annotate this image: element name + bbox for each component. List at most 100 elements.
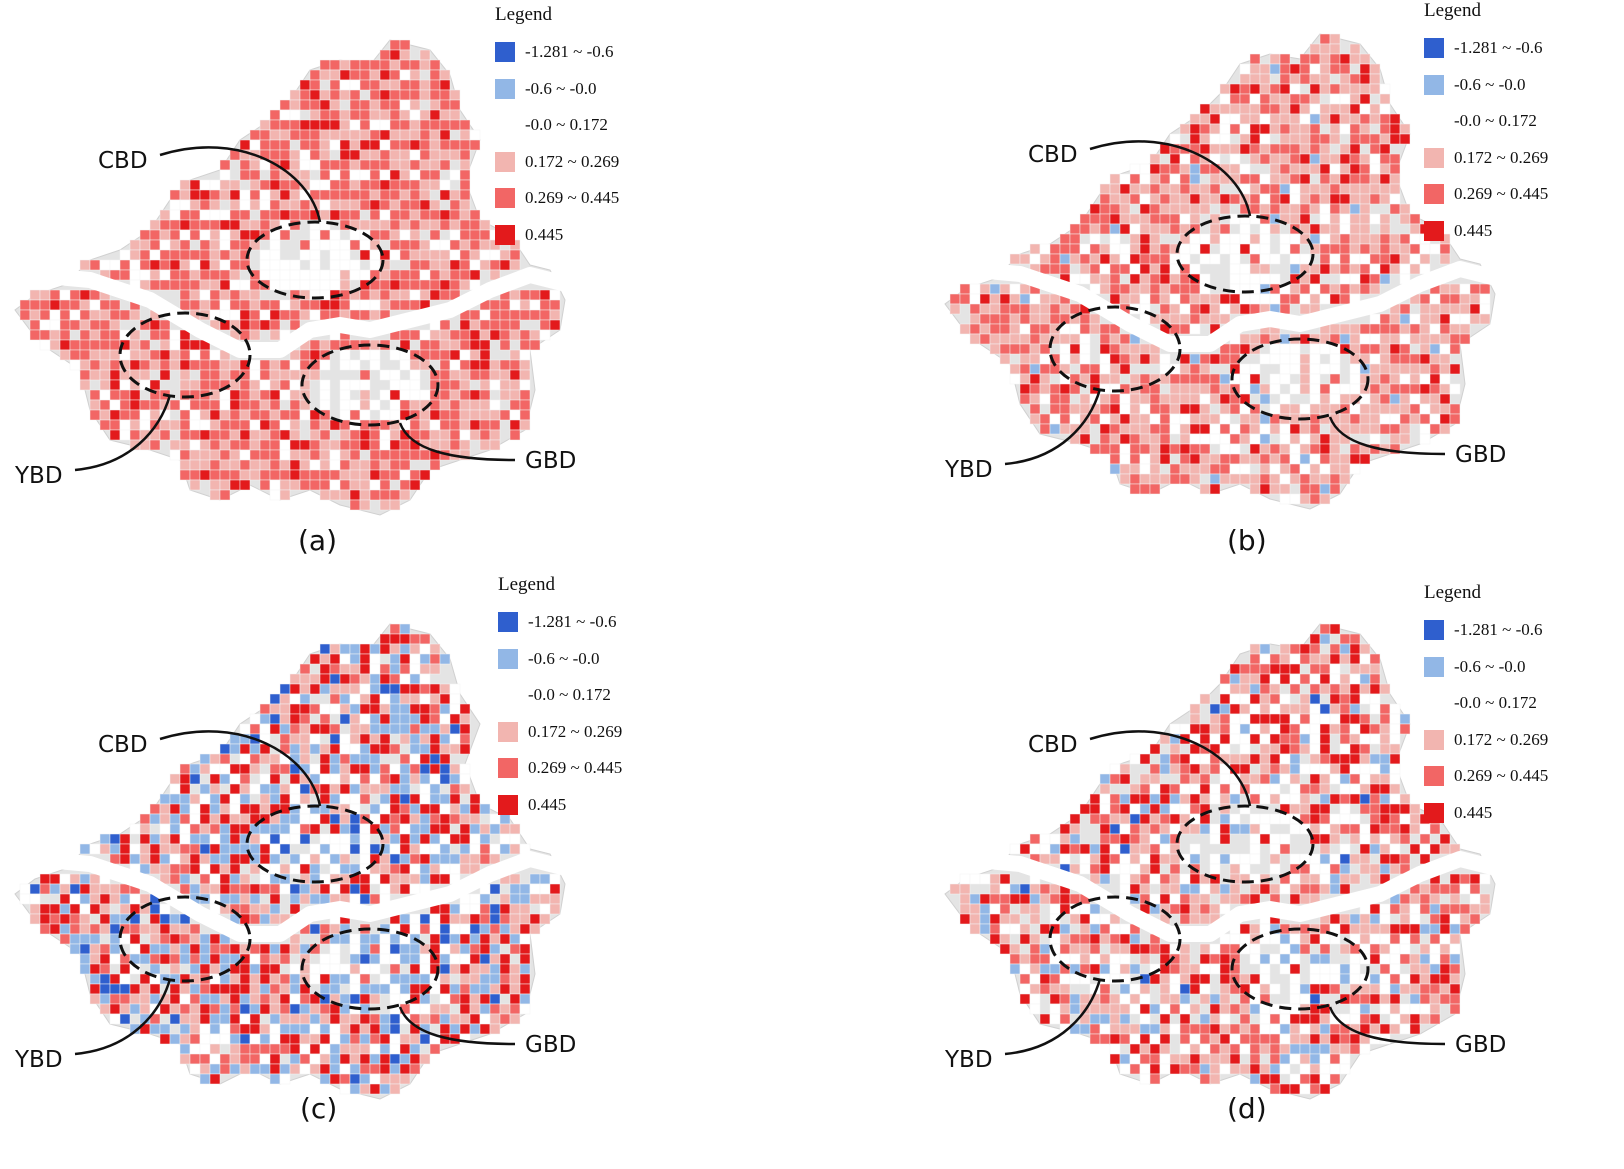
grid-cell [1359, 763, 1371, 775]
grid-cell [1389, 833, 1401, 845]
cbd-boundary [1175, 214, 1315, 294]
grid-cell [259, 449, 271, 461]
grid-cell [489, 429, 501, 441]
grid-cell [129, 823, 141, 835]
grid-cell [1169, 473, 1181, 485]
grid-cell [1369, 213, 1381, 225]
grid-cell [319, 189, 331, 201]
grid-cell [159, 239, 171, 251]
grid-cell [229, 279, 241, 291]
grid-cell [1039, 413, 1051, 425]
grid-cell [389, 159, 401, 171]
grid-cell [1309, 493, 1321, 505]
grid-cell [1049, 843, 1061, 855]
grid-cell [329, 813, 341, 825]
grid-cell [359, 499, 371, 511]
grid-cell [1229, 253, 1241, 265]
grid-cell [349, 833, 361, 845]
grid-cell [1299, 733, 1311, 745]
grid-cell [29, 893, 41, 905]
grid-cell [1039, 313, 1051, 325]
grid-cell [1099, 783, 1111, 795]
grid-cell [1129, 863, 1141, 875]
grid-cell [109, 369, 121, 381]
grid-cell [249, 1013, 261, 1025]
grid-cell [429, 723, 441, 735]
grid-cell [1399, 243, 1411, 255]
grid-cell [519, 893, 531, 905]
grid-cell [79, 379, 91, 391]
grid-cell [1339, 163, 1351, 175]
grid-cell [1119, 983, 1131, 995]
grid-cell [1379, 353, 1391, 365]
grid-cell [429, 459, 441, 471]
grid-cell [1279, 753, 1291, 765]
grid-cell [339, 259, 351, 271]
grid-cell [169, 269, 181, 281]
grid-cell [519, 399, 531, 411]
grid-cell [1029, 983, 1041, 995]
grid-cell [1119, 463, 1131, 475]
grid-cell [1329, 483, 1341, 495]
grid-cell [1429, 903, 1441, 915]
grid-cell [339, 399, 351, 411]
grid-cell [1149, 463, 1161, 475]
grid-cell [269, 693, 281, 705]
grid-cell [1329, 853, 1341, 865]
grid-cell [1079, 273, 1091, 285]
grid-cell [369, 713, 381, 725]
grid-cell [1329, 753, 1341, 765]
grid-cell [419, 89, 431, 101]
grid-cell [1039, 853, 1051, 865]
grid-cell [1349, 973, 1361, 985]
grid-cell [389, 943, 401, 955]
grid-cell [1269, 463, 1281, 475]
grid-cell [1339, 673, 1351, 685]
grid-cell [339, 773, 351, 785]
grid-cell [349, 773, 361, 785]
grid-cell [239, 459, 251, 471]
grid-cell [349, 893, 361, 905]
grid-cell [269, 763, 281, 775]
grid-cell [1389, 963, 1401, 975]
grid-cell [259, 953, 271, 965]
grid-cell [169, 239, 181, 251]
grid-cell [1179, 153, 1191, 165]
grid-cell [449, 249, 461, 261]
grid-cell [1169, 443, 1181, 455]
grid-cell [1269, 673, 1281, 685]
grid-cell [389, 773, 401, 785]
grid-cell [1469, 283, 1481, 295]
grid-cell [1149, 893, 1161, 905]
grid-cell [289, 99, 301, 111]
grid-cell [1049, 963, 1061, 975]
grid-cell [489, 259, 501, 271]
grid-cell [199, 1053, 211, 1065]
grid-cell [1089, 923, 1101, 935]
grid-cell [219, 1013, 231, 1025]
grid-cell [1389, 703, 1401, 715]
grid-cell [1249, 683, 1261, 695]
grid-cell [419, 409, 431, 421]
grid-cell [1079, 253, 1091, 265]
grid-cell [1259, 133, 1271, 145]
grid-cell [199, 853, 211, 865]
grid-cell [1189, 133, 1201, 145]
grid-cell [1299, 443, 1311, 455]
grid-cell [269, 389, 281, 401]
swatch-light-blue [498, 648, 518, 669]
grid-cell [229, 883, 241, 895]
legend-item: -1.281 ~ -0.6 [498, 604, 622, 641]
grid-cell [429, 139, 441, 151]
grid-cell [1199, 293, 1211, 305]
grid-cell [79, 349, 91, 361]
grid-cell [1339, 773, 1351, 785]
grid-cell [1409, 383, 1421, 395]
grid-cell [1389, 193, 1401, 205]
grid-cell [1089, 373, 1101, 385]
grid-cell [239, 753, 251, 765]
grid-cell [479, 439, 491, 451]
grid-cell [1179, 723, 1191, 735]
grid-cell [1469, 903, 1481, 915]
grid-cell [409, 1053, 421, 1065]
